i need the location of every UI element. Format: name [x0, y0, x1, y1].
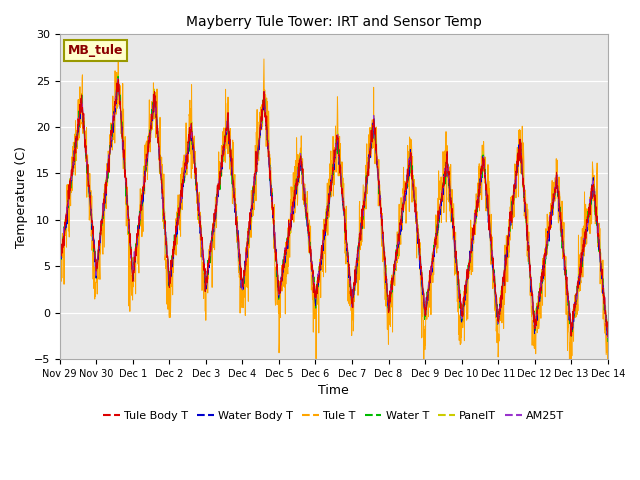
- Tule Body T: [588, 188, 596, 193]
- Line: Water T: Water T: [60, 76, 608, 341]
- Tule Body T: [604, 333, 612, 339]
- Water Body T: [84, 170, 92, 176]
- AM25T: [323, 215, 330, 220]
- Water T: [56, 259, 63, 264]
- Water Body T: [56, 264, 63, 269]
- Tule T: [84, 152, 92, 158]
- Water T: [588, 182, 596, 188]
- Legend: Tule Body T, Water Body T, Tule T, Water T, PanelT, AM25T: Tule Body T, Water Body T, Tule T, Water…: [99, 407, 568, 426]
- PanelT: [56, 262, 63, 268]
- Tule Body T: [488, 243, 495, 249]
- AM25T: [114, 76, 122, 82]
- Tule T: [308, 273, 316, 279]
- Water T: [604, 338, 612, 344]
- PanelT: [114, 72, 122, 77]
- Tule Body T: [84, 169, 92, 175]
- AM25T: [84, 168, 92, 174]
- Water T: [323, 212, 330, 217]
- Tule T: [589, 159, 596, 165]
- Water T: [308, 264, 316, 270]
- Tule Body T: [308, 263, 316, 269]
- Water Body T: [308, 267, 316, 273]
- PanelT: [604, 336, 611, 342]
- PanelT: [588, 186, 596, 192]
- Line: Tule T: Tule T: [60, 54, 608, 361]
- Text: MB_tule: MB_tule: [68, 44, 124, 57]
- Water T: [84, 163, 92, 169]
- PanelT: [323, 211, 330, 217]
- PanelT: [308, 264, 316, 270]
- Line: Water Body T: Water Body T: [60, 81, 608, 336]
- Tule T: [115, 51, 122, 57]
- AM25T: [588, 187, 596, 192]
- Water T: [588, 183, 596, 189]
- Water T: [488, 251, 495, 256]
- Title: Mayberry Tule Tower: IRT and Sensor Temp: Mayberry Tule Tower: IRT and Sensor Temp: [186, 15, 482, 29]
- Tule Body T: [323, 222, 330, 228]
- PanelT: [604, 334, 612, 339]
- AM25T: [588, 188, 596, 193]
- AM25T: [56, 258, 63, 264]
- Line: PanelT: PanelT: [60, 74, 608, 339]
- Tule T: [420, 358, 428, 364]
- AM25T: [308, 261, 316, 267]
- Water Body T: [604, 334, 612, 339]
- Tule T: [323, 215, 330, 220]
- Line: AM25T: AM25T: [60, 79, 608, 337]
- Tule Body T: [115, 77, 122, 83]
- Water Body T: [114, 78, 122, 84]
- Y-axis label: Temperature (C): Temperature (C): [15, 146, 28, 248]
- AM25T: [604, 334, 612, 339]
- Tule T: [588, 185, 596, 191]
- AM25T: [604, 335, 611, 340]
- Water Body T: [588, 196, 596, 202]
- Tule T: [604, 357, 612, 363]
- AM25T: [488, 242, 495, 248]
- PanelT: [588, 184, 596, 190]
- PanelT: [84, 164, 92, 169]
- Tule T: [488, 243, 495, 249]
- PanelT: [488, 241, 495, 247]
- Line: Tule Body T: Tule Body T: [60, 80, 608, 336]
- X-axis label: Time: Time: [318, 384, 349, 397]
- Tule Body T: [56, 265, 63, 271]
- Water Body T: [488, 247, 495, 253]
- Tule Body T: [588, 183, 596, 189]
- Water T: [114, 73, 122, 79]
- Water Body T: [588, 181, 596, 187]
- Water Body T: [323, 216, 330, 222]
- Tule T: [56, 275, 63, 281]
